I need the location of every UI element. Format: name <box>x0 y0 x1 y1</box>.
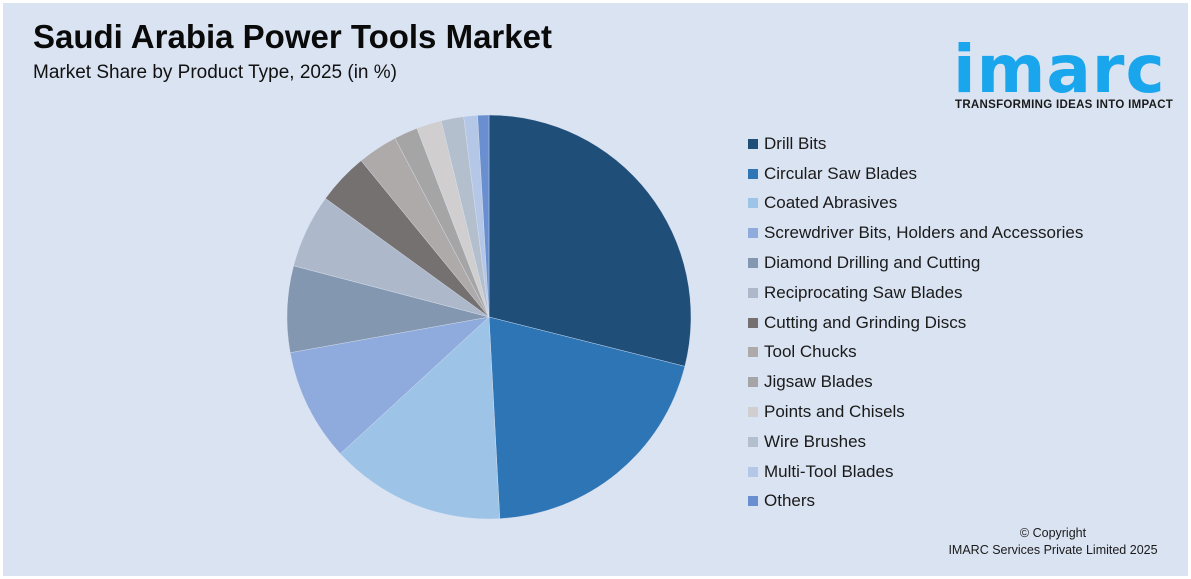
pie-slice-coated-abrasives <box>340 316 501 520</box>
chart-container: Saudi Arabia Power Tools Market Market S… <box>3 3 1188 576</box>
legend-label: Points and Chisels <box>764 402 905 422</box>
legend-item: Cutting and Grinding Discs <box>748 308 1083 338</box>
legend-label: Coated Abrasives <box>764 193 898 213</box>
legend-item: Drill Bits <box>748 129 1083 159</box>
legend-item: Circular Saw Blades <box>748 159 1083 189</box>
legend-label: Multi-Tool Blades <box>764 461 894 481</box>
copyright: © Copyright IMARC Services Private Limit… <box>943 525 1163 559</box>
legend-swatch <box>748 347 758 358</box>
legend-swatch <box>748 168 758 179</box>
legend-swatch <box>748 287 758 298</box>
legend-item: Screwdriver Bits, Holders and Accessorie… <box>748 218 1083 248</box>
imarc-logo: imarc TRANSFORMING IDEAS INTO IMPACT <box>951 17 1181 117</box>
legend-item: Points and Chisels <box>748 397 1083 427</box>
legend-label: Reciprocating Saw Blades <box>764 282 963 302</box>
legend-label: Drill Bits <box>764 133 827 153</box>
chart-title: Saudi Arabia Power Tools Market <box>33 18 552 55</box>
legend-item: Jigsaw Blades <box>748 367 1083 397</box>
chart-subtitle: Market Share by Product Type, 2025 (in %… <box>33 62 397 83</box>
legend-item: Coated Abrasives <box>748 189 1083 219</box>
legend-swatch <box>748 377 758 388</box>
legend-swatch <box>748 138 758 149</box>
legend-swatch <box>748 317 758 328</box>
legend-label: Diamond Drilling and Cutting <box>764 253 981 273</box>
pie-slice-others <box>477 114 490 318</box>
legend-item: Diamond Drilling and Cutting <box>748 248 1083 278</box>
legend-item: Wire Brushes <box>748 427 1083 457</box>
legend-item: Multi-Tool Blades <box>748 457 1083 487</box>
legend-label: Circular Saw Blades <box>764 163 918 183</box>
legend-label: Cutting and Grinding Discs <box>764 312 967 332</box>
logo-wordmark: imarc <box>953 31 1166 108</box>
legend-swatch <box>748 496 758 507</box>
pie-slice-screwdriver-bits-holders-and-accessories <box>289 316 490 455</box>
legend-item: Reciprocating Saw Blades <box>748 278 1083 308</box>
legend-label: Screwdriver Bits, Holders and Accessorie… <box>764 223 1084 243</box>
legend-label: Wire Brushes <box>764 431 867 451</box>
legend: Drill Bits Circular Saw Blades Coated Abra… <box>748 129 1083 516</box>
copyright-line-1: © Copyright <box>1019 526 1087 540</box>
legend-swatch <box>748 258 758 269</box>
legend-item: Others <box>748 487 1083 517</box>
pie-slice-circular-saw-blades <box>488 316 686 519</box>
pie-slice-drill-bits <box>488 114 692 367</box>
legend-label: Tool Chucks <box>764 342 857 362</box>
copyright-line-2: IMARC Services Private Limited 2025 <box>948 543 1158 557</box>
logo-tagline: TRANSFORMING IDEAS INTO IMPACT <box>955 99 1174 111</box>
legend-swatch <box>748 436 758 447</box>
legend-label: Jigsaw Blades <box>764 372 873 392</box>
legend-swatch <box>748 407 758 418</box>
pie-chart <box>286 114 692 520</box>
legend-swatch <box>748 228 758 239</box>
legend-item: Tool Chucks <box>748 338 1083 368</box>
legend-swatch <box>748 198 758 209</box>
legend-swatch <box>748 466 758 477</box>
legend-label: Others <box>764 491 816 511</box>
